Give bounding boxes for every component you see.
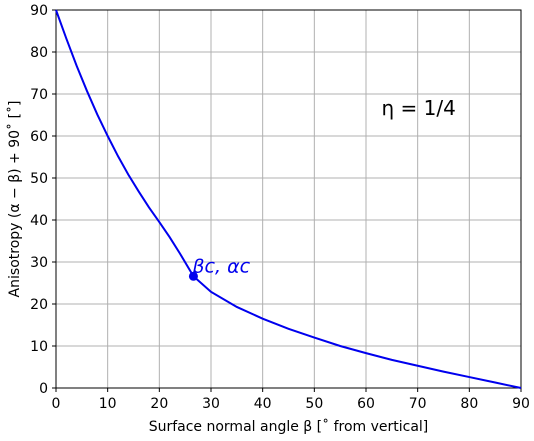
y-tick-label: 60 (30, 129, 48, 145)
y-tick-label: 90 (30, 3, 48, 19)
critical-point-marker (188, 271, 198, 281)
plot-frame (55, 9, 522, 389)
y-tick-label: 0 (39, 381, 48, 397)
y-tick-label: 30 (30, 255, 48, 271)
x-tick-label: 90 (512, 396, 530, 412)
y-tick-label: 50 (30, 171, 48, 187)
x-axis-ticks: 0 10 20 30 40 50 60 70 80 90 (52, 388, 530, 412)
y-tick-label: 20 (30, 297, 48, 313)
y-axis-ticks: 0 10 20 30 40 50 60 70 80 90 (30, 3, 56, 397)
x-tick-label: 60 (357, 396, 375, 412)
y-axis-label: Anisotropy (α − β) + 90˚ [˚] (6, 101, 23, 298)
x-tick-label: 50 (305, 396, 323, 412)
x-axis-label: Surface normal angle β [˚ from vertical] (149, 418, 429, 435)
x-tick-label: 30 (202, 396, 220, 412)
grid-lines (55, 9, 522, 389)
eta-annotation: η = 1/4 (382, 96, 456, 120)
x-tick-label: 40 (254, 396, 272, 412)
x-tick-label: 80 (460, 396, 478, 412)
series-curve (55, 9, 522, 389)
x-tick-label: 70 (409, 396, 427, 412)
x-tick-label: 10 (99, 396, 117, 412)
y-tick-label: 40 (30, 213, 48, 229)
critical-point-label: βc, αc (191, 255, 250, 277)
y-tick-label: 80 (30, 45, 48, 61)
y-tick-label: 70 (30, 87, 48, 103)
y-tick-label: 10 (30, 339, 48, 355)
x-tick-label: 0 (52, 396, 61, 412)
x-tick-label: 20 (150, 396, 168, 412)
